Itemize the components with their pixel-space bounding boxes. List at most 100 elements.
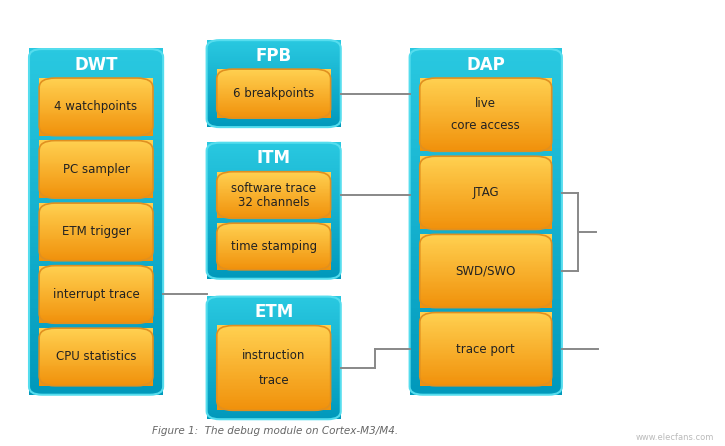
Bar [420,178,552,179]
Bar [39,341,153,342]
Bar [207,256,341,258]
Bar [39,334,153,335]
Bar [39,377,153,378]
Bar [39,110,153,111]
Bar [420,217,552,219]
Bar [39,95,153,96]
Bar [410,113,562,118]
Bar [410,139,562,144]
Bar [420,355,552,356]
Bar [420,125,552,127]
Bar [39,337,153,338]
Bar [207,153,341,155]
Bar [420,200,552,202]
Bar [217,352,331,354]
Bar [39,300,153,301]
Bar [207,62,341,63]
Bar [420,276,552,277]
Bar [217,365,331,367]
Bar [39,87,153,89]
Bar [420,221,552,222]
Bar [39,116,153,117]
Bar [39,351,153,352]
Bar [217,207,331,208]
Bar [410,173,562,179]
Bar [39,371,153,372]
Bar [420,127,552,128]
Bar [39,304,153,305]
Bar [39,219,153,220]
Bar [410,62,562,66]
Bar [217,267,331,268]
Bar [420,132,552,133]
Bar [420,134,552,136]
Bar [29,247,163,252]
Bar [217,184,331,185]
Bar [420,188,552,189]
Bar [217,114,331,115]
Bar [217,402,331,403]
Bar [217,326,331,327]
Bar [420,272,552,273]
Bar [217,373,331,375]
Bar [29,372,163,377]
Bar [207,275,341,277]
Bar [207,95,341,97]
Bar [207,318,341,320]
Bar [207,411,341,413]
Bar [420,215,552,216]
Bar [207,56,341,58]
Bar [410,299,562,304]
Bar [207,175,341,177]
Bar [217,390,331,392]
Bar [207,53,341,54]
Bar [29,131,163,136]
Bar [410,217,562,222]
Bar [207,240,341,241]
Bar [420,290,552,292]
Bar [39,141,153,143]
Bar [39,98,153,99]
Bar [207,51,341,52]
Bar [217,177,331,178]
Bar [39,379,153,380]
Bar [29,62,163,66]
Bar [420,176,552,177]
Bar [39,165,153,166]
Bar [207,401,341,402]
Bar [410,221,562,226]
Bar [207,413,341,415]
Bar [39,193,153,194]
Bar [410,334,562,339]
Bar [207,270,341,272]
Bar [207,353,341,355]
Bar [420,300,552,301]
Bar [217,358,331,359]
Bar [420,138,552,139]
Bar [420,361,552,363]
Bar [39,343,153,344]
Text: software trace: software trace [231,182,316,194]
Bar [39,192,153,194]
Bar [420,168,552,169]
Bar [39,358,153,359]
Bar [39,314,153,316]
Bar [39,313,153,314]
Bar [207,75,341,76]
Bar [217,213,331,214]
Bar [29,342,163,347]
Bar [217,228,331,229]
Bar [207,59,341,61]
Bar [420,84,552,85]
Bar [207,156,341,158]
Bar [410,308,562,313]
Bar [420,172,552,173]
Bar [217,208,331,209]
Bar [217,338,331,340]
Bar [207,77,341,78]
Bar [39,103,153,104]
Bar [420,330,552,332]
Text: DAP: DAP [466,56,505,74]
Bar [217,266,331,267]
Bar [39,152,153,153]
